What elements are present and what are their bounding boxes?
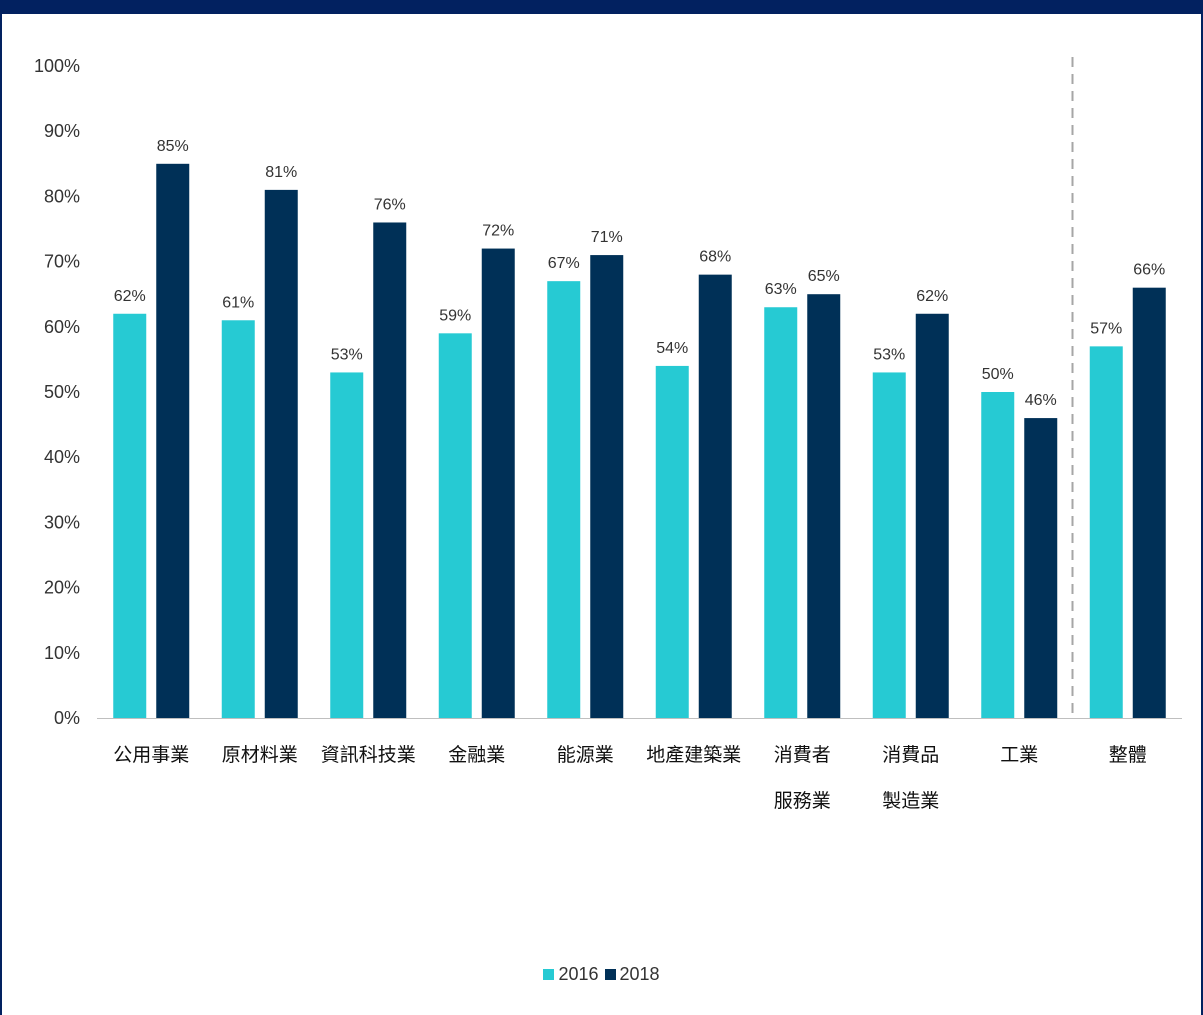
data-label-2016: 61% — [222, 294, 254, 311]
y-tick-label: 0% — [54, 708, 80, 728]
y-tick-label: 30% — [44, 512, 80, 532]
legend-label-2016: 2016 — [558, 964, 599, 984]
y-tick-label: 60% — [44, 317, 80, 337]
bar-2016 — [655, 365, 689, 718]
data-label-2018: 62% — [916, 288, 948, 305]
data-label-2018: 72% — [482, 223, 514, 240]
x-category-label: 製造業 — [882, 790, 939, 812]
legend-label-2018: 2018 — [619, 964, 660, 984]
bar-2016 — [547, 281, 581, 718]
data-label-2018: 65% — [808, 268, 840, 285]
x-category-label: 原材料業 — [222, 744, 298, 766]
header-bar — [0, 0, 1203, 14]
x-category-label: 資訊科技業 — [321, 744, 416, 766]
bar-2016 — [764, 307, 798, 718]
y-tick-label: 70% — [44, 252, 80, 272]
x-category-label: 服務業 — [774, 790, 831, 812]
legend-item-2018: 2018 — [604, 964, 660, 985]
data-label-2018: 68% — [699, 249, 731, 266]
data-label-2018: 76% — [374, 196, 406, 213]
data-label-2018: 46% — [1025, 392, 1057, 409]
data-label-2016: 62% — [114, 288, 146, 305]
legend-item-2016: 2016 — [543, 964, 599, 985]
bar-2018 — [373, 222, 407, 719]
x-category-label: 消費者 — [774, 744, 831, 766]
x-category-label: 整體 — [1109, 744, 1147, 766]
data-label-2016: 50% — [982, 366, 1014, 383]
bar-chart: 0% 10% 20% 30% 40% 50% 60% 70% 80% 90% 100% 62% 85% 公… — [34, 56, 1182, 812]
x-category-label: 公用事業 — [113, 744, 189, 766]
x-category-label: 能源業 — [557, 744, 614, 766]
bar-2016 — [113, 313, 147, 718]
y-tick-label: 100% — [34, 56, 80, 76]
legend-swatch-2016 — [543, 969, 555, 980]
x-category-label: 地產建築業 — [646, 744, 741, 766]
bar-2016 — [330, 372, 364, 718]
bar-2018 — [590, 255, 624, 718]
y-tick-label: 40% — [44, 447, 80, 467]
y-tick-label: 50% — [44, 382, 80, 402]
data-label-2018: 66% — [1133, 262, 1165, 279]
bar-2016 — [438, 333, 472, 718]
bar-2018 — [915, 313, 949, 718]
frame-left-border — [0, 0, 2, 1015]
y-tick-label: 80% — [44, 186, 80, 206]
data-label-2018: 81% — [265, 164, 297, 181]
bar-2016 — [981, 392, 1015, 718]
data-label-2016: 54% — [656, 340, 688, 357]
frame-right-border — [1201, 0, 1203, 1015]
data-label-2016: 57% — [1090, 320, 1122, 337]
bar-2016 — [1089, 346, 1123, 718]
chart-legend: 2016 2018 — [0, 964, 1203, 985]
bar-2018 — [807, 294, 841, 718]
y-tick-label: 90% — [44, 121, 80, 141]
x-category-label: 工業 — [1000, 744, 1038, 766]
data-label-2018: 85% — [157, 138, 189, 155]
data-label-2016: 63% — [765, 281, 797, 298]
bar-2018 — [264, 189, 298, 718]
legend-swatch-2018 — [604, 969, 616, 980]
y-tick-label: 10% — [44, 643, 80, 663]
x-category-label: 金融業 — [448, 744, 505, 766]
bar-2016 — [872, 372, 906, 718]
bar-2018 — [481, 248, 515, 718]
data-label-2016: 53% — [331, 346, 363, 363]
bar-2018 — [1132, 287, 1166, 718]
data-label-2016: 53% — [873, 346, 905, 363]
data-label-2016: 59% — [439, 307, 471, 324]
bar-2016 — [221, 320, 255, 718]
data-label-2016: 67% — [548, 255, 580, 272]
y-tick-label: 20% — [44, 578, 80, 598]
data-label-2018: 71% — [591, 229, 623, 246]
bar-2018 — [698, 274, 732, 718]
bar-2018 — [1024, 418, 1058, 718]
x-category-label: 消費品 — [882, 744, 939, 766]
bar-2018 — [156, 163, 190, 719]
